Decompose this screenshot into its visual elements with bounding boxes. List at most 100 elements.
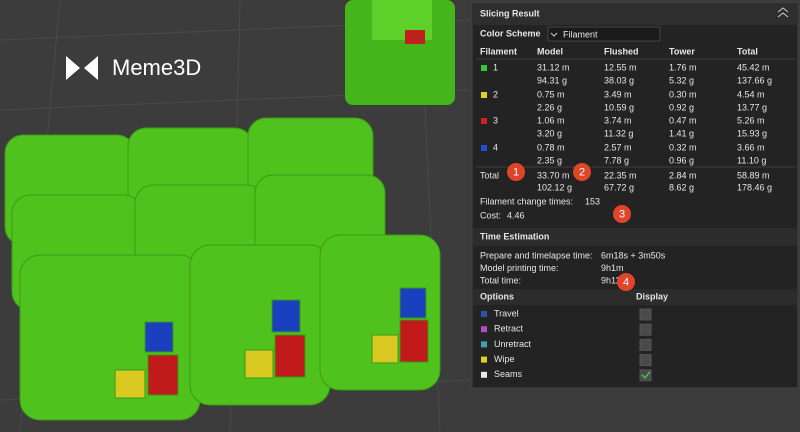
- filament-change-label: Filament change times:: [480, 196, 573, 206]
- table-cell: 0.75 m: [537, 89, 565, 99]
- callout-number: 3: [619, 208, 625, 220]
- display-header: Display: [636, 291, 668, 301]
- table-cell: 15.93 g: [737, 128, 767, 138]
- table-cell: 4.54 m: [737, 89, 765, 99]
- callout-badge: [617, 273, 635, 291]
- check-mark: [641, 371, 651, 379]
- table-cell: 0.32 m: [669, 142, 697, 152]
- table-cell: 3.66 m: [737, 142, 765, 152]
- option-swatch: [481, 371, 487, 378]
- table-cell: 0.96 g: [669, 155, 694, 165]
- cost-value: 4.46: [507, 210, 525, 220]
- column-header: Total: [737, 46, 758, 56]
- table-cell: 3.49 m: [604, 89, 632, 99]
- table-cell: 5.26 m: [737, 115, 765, 125]
- table-cell: 94.31 g: [537, 75, 567, 85]
- time-value: 9h1m: [601, 263, 624, 273]
- table-cell: 31.12 m: [537, 62, 570, 72]
- table-cell: 12.55 m: [604, 62, 637, 72]
- option-swatch: [481, 341, 487, 348]
- table-cell: 137.66 g: [737, 75, 772, 85]
- total-cell: 178.46 g: [737, 182, 772, 192]
- total-cell: 22.35 m: [604, 170, 637, 180]
- option-swatch: [481, 356, 487, 363]
- options-header: Options: [480, 291, 514, 301]
- section-header: [473, 228, 797, 246]
- cost-label: Cost:: [480, 210, 501, 220]
- table-cell: 1.76 m: [669, 62, 697, 72]
- display-checkbox[interactable]: [639, 369, 652, 382]
- column-header: Model: [537, 46, 563, 56]
- callout-badge: [573, 163, 591, 181]
- filament-number: 4: [493, 142, 498, 152]
- total-cell: 102.12 g: [537, 182, 572, 192]
- color-scheme-label: Color Scheme: [480, 28, 541, 38]
- table-cell: 3.74 m: [604, 115, 632, 125]
- display-checkbox[interactable]: [639, 338, 652, 351]
- table-cell: 0.78 m: [537, 142, 565, 152]
- callout-number: 1: [513, 166, 519, 178]
- time-title: Time Estimation: [480, 231, 549, 241]
- panel-title: Slicing Result: [480, 8, 540, 18]
- table-cell: 2.57 m: [604, 142, 632, 152]
- filament-swatch: [481, 65, 487, 71]
- display-checkbox[interactable]: [639, 323, 652, 336]
- table-cell: 0.47 m: [669, 115, 697, 125]
- option-swatch: [481, 311, 487, 317]
- logo-text: Meme3D: [112, 55, 201, 80]
- table-cell: 5.32 g: [669, 75, 694, 85]
- table-cell: 7.78 g: [604, 155, 629, 165]
- filament-change-value: 153: [585, 196, 600, 206]
- filament-swatch: [481, 92, 487, 98]
- table-cell: 10.59 g: [604, 102, 634, 112]
- option-name: Seams: [494, 369, 523, 379]
- filament-number: 2: [493, 89, 498, 99]
- model-tower: [345, 0, 455, 105]
- table-cell: 2.26 g: [537, 102, 562, 112]
- table-cell: 0.92 g: [669, 102, 694, 112]
- table-cell: 3.20 g: [537, 128, 562, 138]
- display-checkbox[interactable]: [639, 354, 652, 367]
- filament-swatch: [481, 145, 487, 151]
- option-name: Unretract: [494, 339, 532, 349]
- model-cubes: [4, 117, 441, 421]
- table-cell: 45.42 m: [737, 62, 770, 72]
- time-value: 6m18s + 3m50s: [601, 250, 666, 260]
- color-scheme-dropdown[interactable]: [547, 26, 661, 42]
- callout-badge: [507, 163, 525, 181]
- filament-number: 1: [493, 62, 498, 72]
- table-cell: 2.35 g: [537, 155, 562, 165]
- time-label: Prepare and timelapse time:: [480, 250, 593, 260]
- time-value: 9h11m: [601, 275, 628, 285]
- table-cell: 11.10 g: [737, 155, 766, 165]
- table-cell: 13.77 g: [737, 102, 767, 112]
- column-header: Flushed: [604, 46, 639, 56]
- filament-number: 3: [493, 115, 498, 125]
- column-header: Tower: [669, 46, 695, 56]
- panel-header: [472, 3, 798, 25]
- time-label: Total time:: [480, 275, 521, 285]
- total-cell: 2.84 m: [669, 170, 697, 180]
- section-header: [473, 289, 797, 305]
- total-cell: 33.70 m: [537, 170, 570, 180]
- total-label: Total: [480, 170, 499, 180]
- table-cell: 1.06 m: [537, 115, 565, 125]
- callout-number: 4: [623, 276, 629, 288]
- table-cell: 11.32 g: [604, 128, 633, 138]
- total-cell: 8.62 g: [669, 182, 694, 192]
- result-panel: [471, 2, 799, 389]
- table-cell: 1.41 g: [669, 128, 694, 138]
- callout-badge: [613, 205, 631, 223]
- option-name: Travel: [494, 308, 519, 318]
- time-label: Model printing time:: [480, 263, 559, 273]
- color-scheme-value: Filament: [563, 29, 598, 39]
- option-name: Wipe: [494, 354, 515, 364]
- option-swatch: [481, 326, 487, 333]
- table-cell: 0.30 m: [669, 89, 697, 99]
- collapse-button[interactable]: [777, 7, 789, 18]
- display-checkbox[interactable]: [639, 308, 652, 321]
- table-cell: 38.03 g: [604, 75, 634, 85]
- option-name: Retract: [494, 324, 524, 334]
- dropdown-arrow: [550, 32, 558, 37]
